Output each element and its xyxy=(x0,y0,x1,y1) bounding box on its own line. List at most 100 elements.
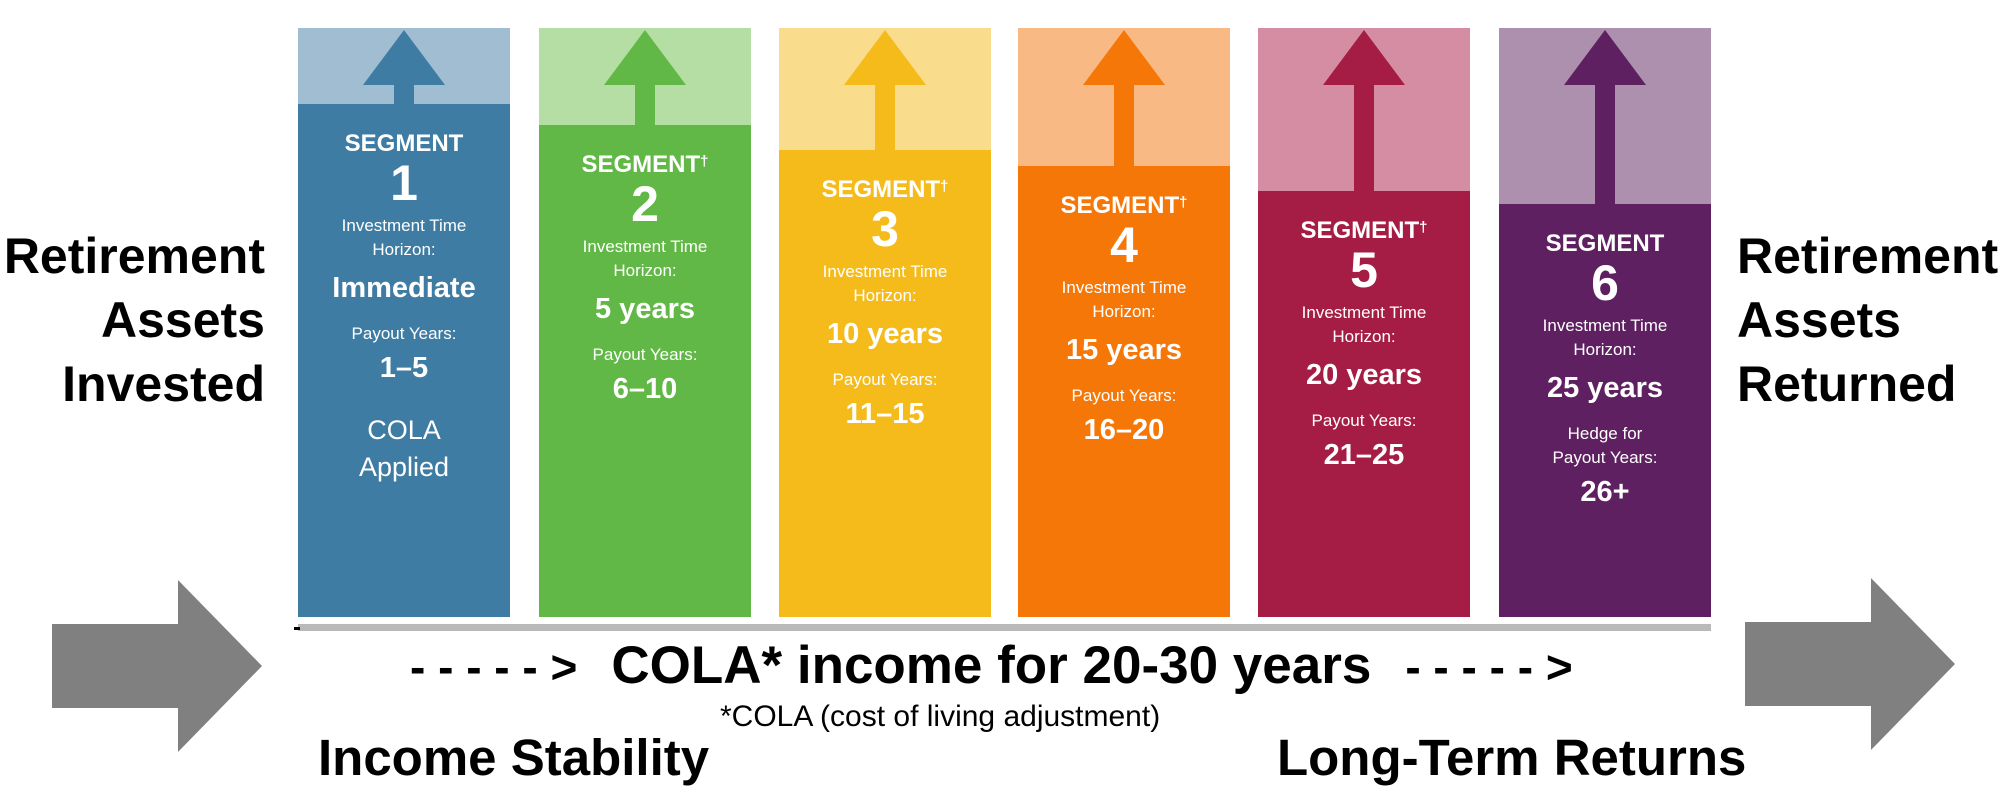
right-label-line: Retirement xyxy=(1737,228,1999,284)
segment-dark-bg xyxy=(539,125,751,617)
up-arrow-icon xyxy=(1083,30,1165,166)
horizon-label-line: Investment Time xyxy=(341,216,467,235)
left-label: Retirement Assets Invested xyxy=(0,224,265,416)
horizon-label: Investment Time Horizon: xyxy=(298,214,510,262)
segment-column-5: SEGMENT† 5 Investment Time Horizon: 20 yea… xyxy=(1258,28,1470,617)
segment-text: SEGMENT† 4 Investment Time Horizon: 15 yea… xyxy=(1018,166,1230,448)
horizon-label-line: Horizon: xyxy=(1573,340,1637,359)
up-arrow-icon xyxy=(363,30,445,104)
right-gray-arrow-icon xyxy=(1745,578,1955,750)
horizon-value: 5 years xyxy=(595,293,695,325)
horizon-label-line: Horizon: xyxy=(1092,302,1156,321)
cola-footnote: *COLA (cost of living adjustment) xyxy=(720,700,1161,733)
segment-title-text: SEGMENT xyxy=(1300,217,1420,244)
up-arrow-icon xyxy=(1564,30,1646,204)
segment-title: SEGMENT xyxy=(1499,230,1711,258)
payout-value: 6–10 xyxy=(612,373,678,405)
horizon-label-line: Investment Time xyxy=(822,262,948,281)
segment-dark-bg xyxy=(1499,204,1711,617)
horizon-label: Investment Time Horizon: xyxy=(1018,276,1230,324)
segment-number: 2 xyxy=(631,176,659,232)
horizon-value: 25 years xyxy=(1546,372,1664,404)
segment-note-line: Applied xyxy=(358,452,450,482)
payout-label-line: Hedge for xyxy=(1567,424,1643,443)
horizon-value: Immediate xyxy=(332,272,476,304)
left-label-line: Assets xyxy=(101,292,265,348)
timeline-tick xyxy=(294,627,300,630)
horizon-label-line: Horizon: xyxy=(1332,327,1396,346)
horizon-label-line: Investment Time xyxy=(1061,278,1187,297)
horizon-label-line: Horizon: xyxy=(372,240,436,259)
segment-text: SEGMENT 6 Investment Time Horizon: 25 year… xyxy=(1499,204,1711,510)
left-label-line: Retirement xyxy=(3,228,265,284)
segment-title: SEGMENT† xyxy=(779,176,991,204)
segment-dark-bg xyxy=(1018,166,1230,617)
segment-title-text: SEGMENT xyxy=(1545,230,1665,257)
income-headline: COLA* income for 20-30 years xyxy=(611,636,1372,695)
payout-value: 26+ xyxy=(1580,476,1630,508)
horizon-label-line: Investment Time xyxy=(1542,316,1668,335)
payout-label: Payout Years: xyxy=(298,322,510,346)
segment-title-text: SEGMENT xyxy=(821,176,941,203)
payout-label-line: Payout Years: xyxy=(1071,386,1177,405)
payout-label-line: Payout Years: xyxy=(832,370,938,389)
horizon-value: 15 years xyxy=(1065,334,1183,366)
payout-label-line: Payout Years: xyxy=(351,324,457,343)
segment-title-text: SEGMENT xyxy=(344,130,464,157)
segment-note: COLA Applied xyxy=(298,412,510,486)
payout-value: 11–15 xyxy=(845,398,925,430)
dagger-mark: † xyxy=(940,178,949,195)
segment-note-line: COLA xyxy=(367,415,441,445)
segment-text: SEGMENT† 5 Investment Time Horizon: 20 yea… xyxy=(1258,191,1470,473)
segment-column-4: SEGMENT† 4 Investment Time Horizon: 15 yea… xyxy=(1018,28,1230,617)
payout-value: 21–25 xyxy=(1323,439,1405,471)
timeline-baseline xyxy=(298,624,1711,631)
payout-value: 1–5 xyxy=(379,352,429,384)
horizon-label: Investment Time Horizon: xyxy=(779,260,991,308)
dagger-mark: † xyxy=(1179,194,1188,211)
left-label-line: Invested xyxy=(62,356,265,412)
horizon-label-line: Horizon: xyxy=(853,286,917,305)
payout-label: Payout Years: xyxy=(1018,384,1230,408)
payout-label-line: Payout Years: xyxy=(1311,411,1417,430)
segment-dark-bg xyxy=(298,104,510,617)
payout-value: 16–20 xyxy=(1083,414,1165,446)
horizon-value: 20 years xyxy=(1305,359,1423,391)
dashes-left: - - - - - > xyxy=(410,641,578,693)
right-label-line: Assets xyxy=(1737,292,1901,348)
segment-column-3: SEGMENT† 3 Investment Time Horizon: 10 yea… xyxy=(779,28,991,617)
payout-label: Payout Years: xyxy=(1258,409,1470,433)
income-stability-label: Income Stability xyxy=(318,729,710,786)
segment-text: SEGMENT† 2 Investment Time Horizon: 5 year… xyxy=(539,125,751,407)
payout-label: Hedge for Payout Years: xyxy=(1499,422,1711,470)
income-row: - - - - - > COLA* income for 20-30 years… xyxy=(410,636,1573,696)
segment-title: SEGMENT xyxy=(298,130,510,158)
segment-title: SEGMENT† xyxy=(1018,192,1230,220)
horizon-label-line: Horizon: xyxy=(613,261,677,280)
dashes-right: - - - - - > xyxy=(1405,641,1573,693)
payout-label: Payout Years: xyxy=(539,343,751,367)
segment-text: SEGMENT 1 Investment Time Horizon: Immedia… xyxy=(298,104,510,486)
segment-number: 3 xyxy=(871,201,899,257)
segment-title-text: SEGMENT xyxy=(581,151,701,178)
segment-dark-bg xyxy=(1258,191,1470,617)
segment-number: 6 xyxy=(1591,255,1619,311)
segment-number: 4 xyxy=(1110,217,1138,273)
horizon-label-line: Investment Time xyxy=(582,237,708,256)
right-label: Retirement Assets Returned xyxy=(1737,224,1998,416)
left-gray-arrow-icon xyxy=(52,580,262,752)
dagger-mark: † xyxy=(1419,219,1428,236)
horizon-label: Investment Time Horizon: xyxy=(1258,301,1470,349)
segment-number: 1 xyxy=(390,155,418,211)
up-arrow-icon xyxy=(604,30,686,125)
segment-title: SEGMENT† xyxy=(1258,217,1470,245)
dagger-mark: † xyxy=(700,153,709,170)
payout-label-line: Payout Years: xyxy=(592,345,698,364)
segment-dark-bg xyxy=(779,150,991,617)
segment-column-2: SEGMENT† 2 Investment Time Horizon: 5 year… xyxy=(539,28,751,617)
horizon-value: 10 years xyxy=(826,318,944,350)
segment-text: SEGMENT† 3 Investment Time Horizon: 10 yea… xyxy=(779,150,991,432)
segment-column-6: SEGMENT 6 Investment Time Horizon: 25 year… xyxy=(1499,28,1711,617)
segment-title-text: SEGMENT xyxy=(1060,192,1180,219)
up-arrow-icon xyxy=(1323,30,1405,191)
